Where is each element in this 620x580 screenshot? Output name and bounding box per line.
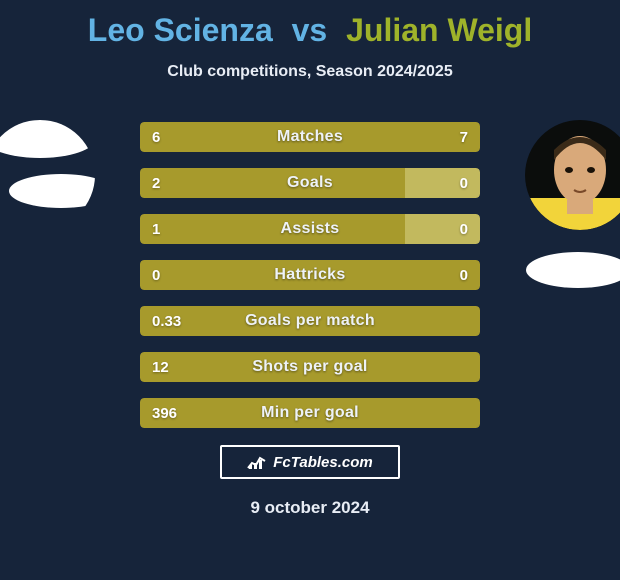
stat-label: Goals per match: [140, 306, 480, 336]
stat-row: 67Matches: [140, 122, 480, 152]
stat-row: 12Shots per goal: [140, 352, 480, 382]
title-vs: vs: [292, 12, 328, 48]
stat-row: 0.33Goals per match: [140, 306, 480, 336]
player2-avatar: [525, 120, 620, 230]
player2-face-icon: [525, 120, 620, 230]
snapshot-date: 9 october 2024: [0, 498, 620, 518]
stat-label: Matches: [140, 122, 480, 152]
player2-club-badge: [526, 252, 620, 288]
subtitle: Club competitions, Season 2024/2025: [0, 63, 620, 81]
stat-row: 00Hattricks: [140, 260, 480, 290]
source-logo: FcTables.com: [220, 445, 400, 479]
stat-label: Goals: [140, 168, 480, 198]
stat-label: Shots per goal: [140, 352, 480, 382]
avatar-placeholder-shape: [9, 174, 95, 208]
player2-name: Julian Weigl: [346, 12, 532, 48]
stat-row: 20Goals: [140, 168, 480, 198]
stat-label: Min per goal: [140, 398, 480, 428]
player1-avatar: [0, 120, 95, 230]
stat-label: Hattricks: [140, 260, 480, 290]
avatar-placeholder-shape: [0, 120, 95, 158]
comparison-bars: 67Matches 20Goals 10Assists 00Hattricks 0.33…: [140, 122, 480, 444]
stat-label: Assists: [140, 214, 480, 244]
stat-row: 396Min per goal: [140, 398, 480, 428]
stat-row: 10Assists: [140, 214, 480, 244]
comparison-title: Leo Scienza vs Julian Weigl: [0, 0, 620, 49]
player1-name: Leo Scienza: [88, 12, 273, 48]
source-logo-text: FcTables.com: [273, 454, 372, 471]
fctables-chart-icon: [247, 454, 267, 470]
